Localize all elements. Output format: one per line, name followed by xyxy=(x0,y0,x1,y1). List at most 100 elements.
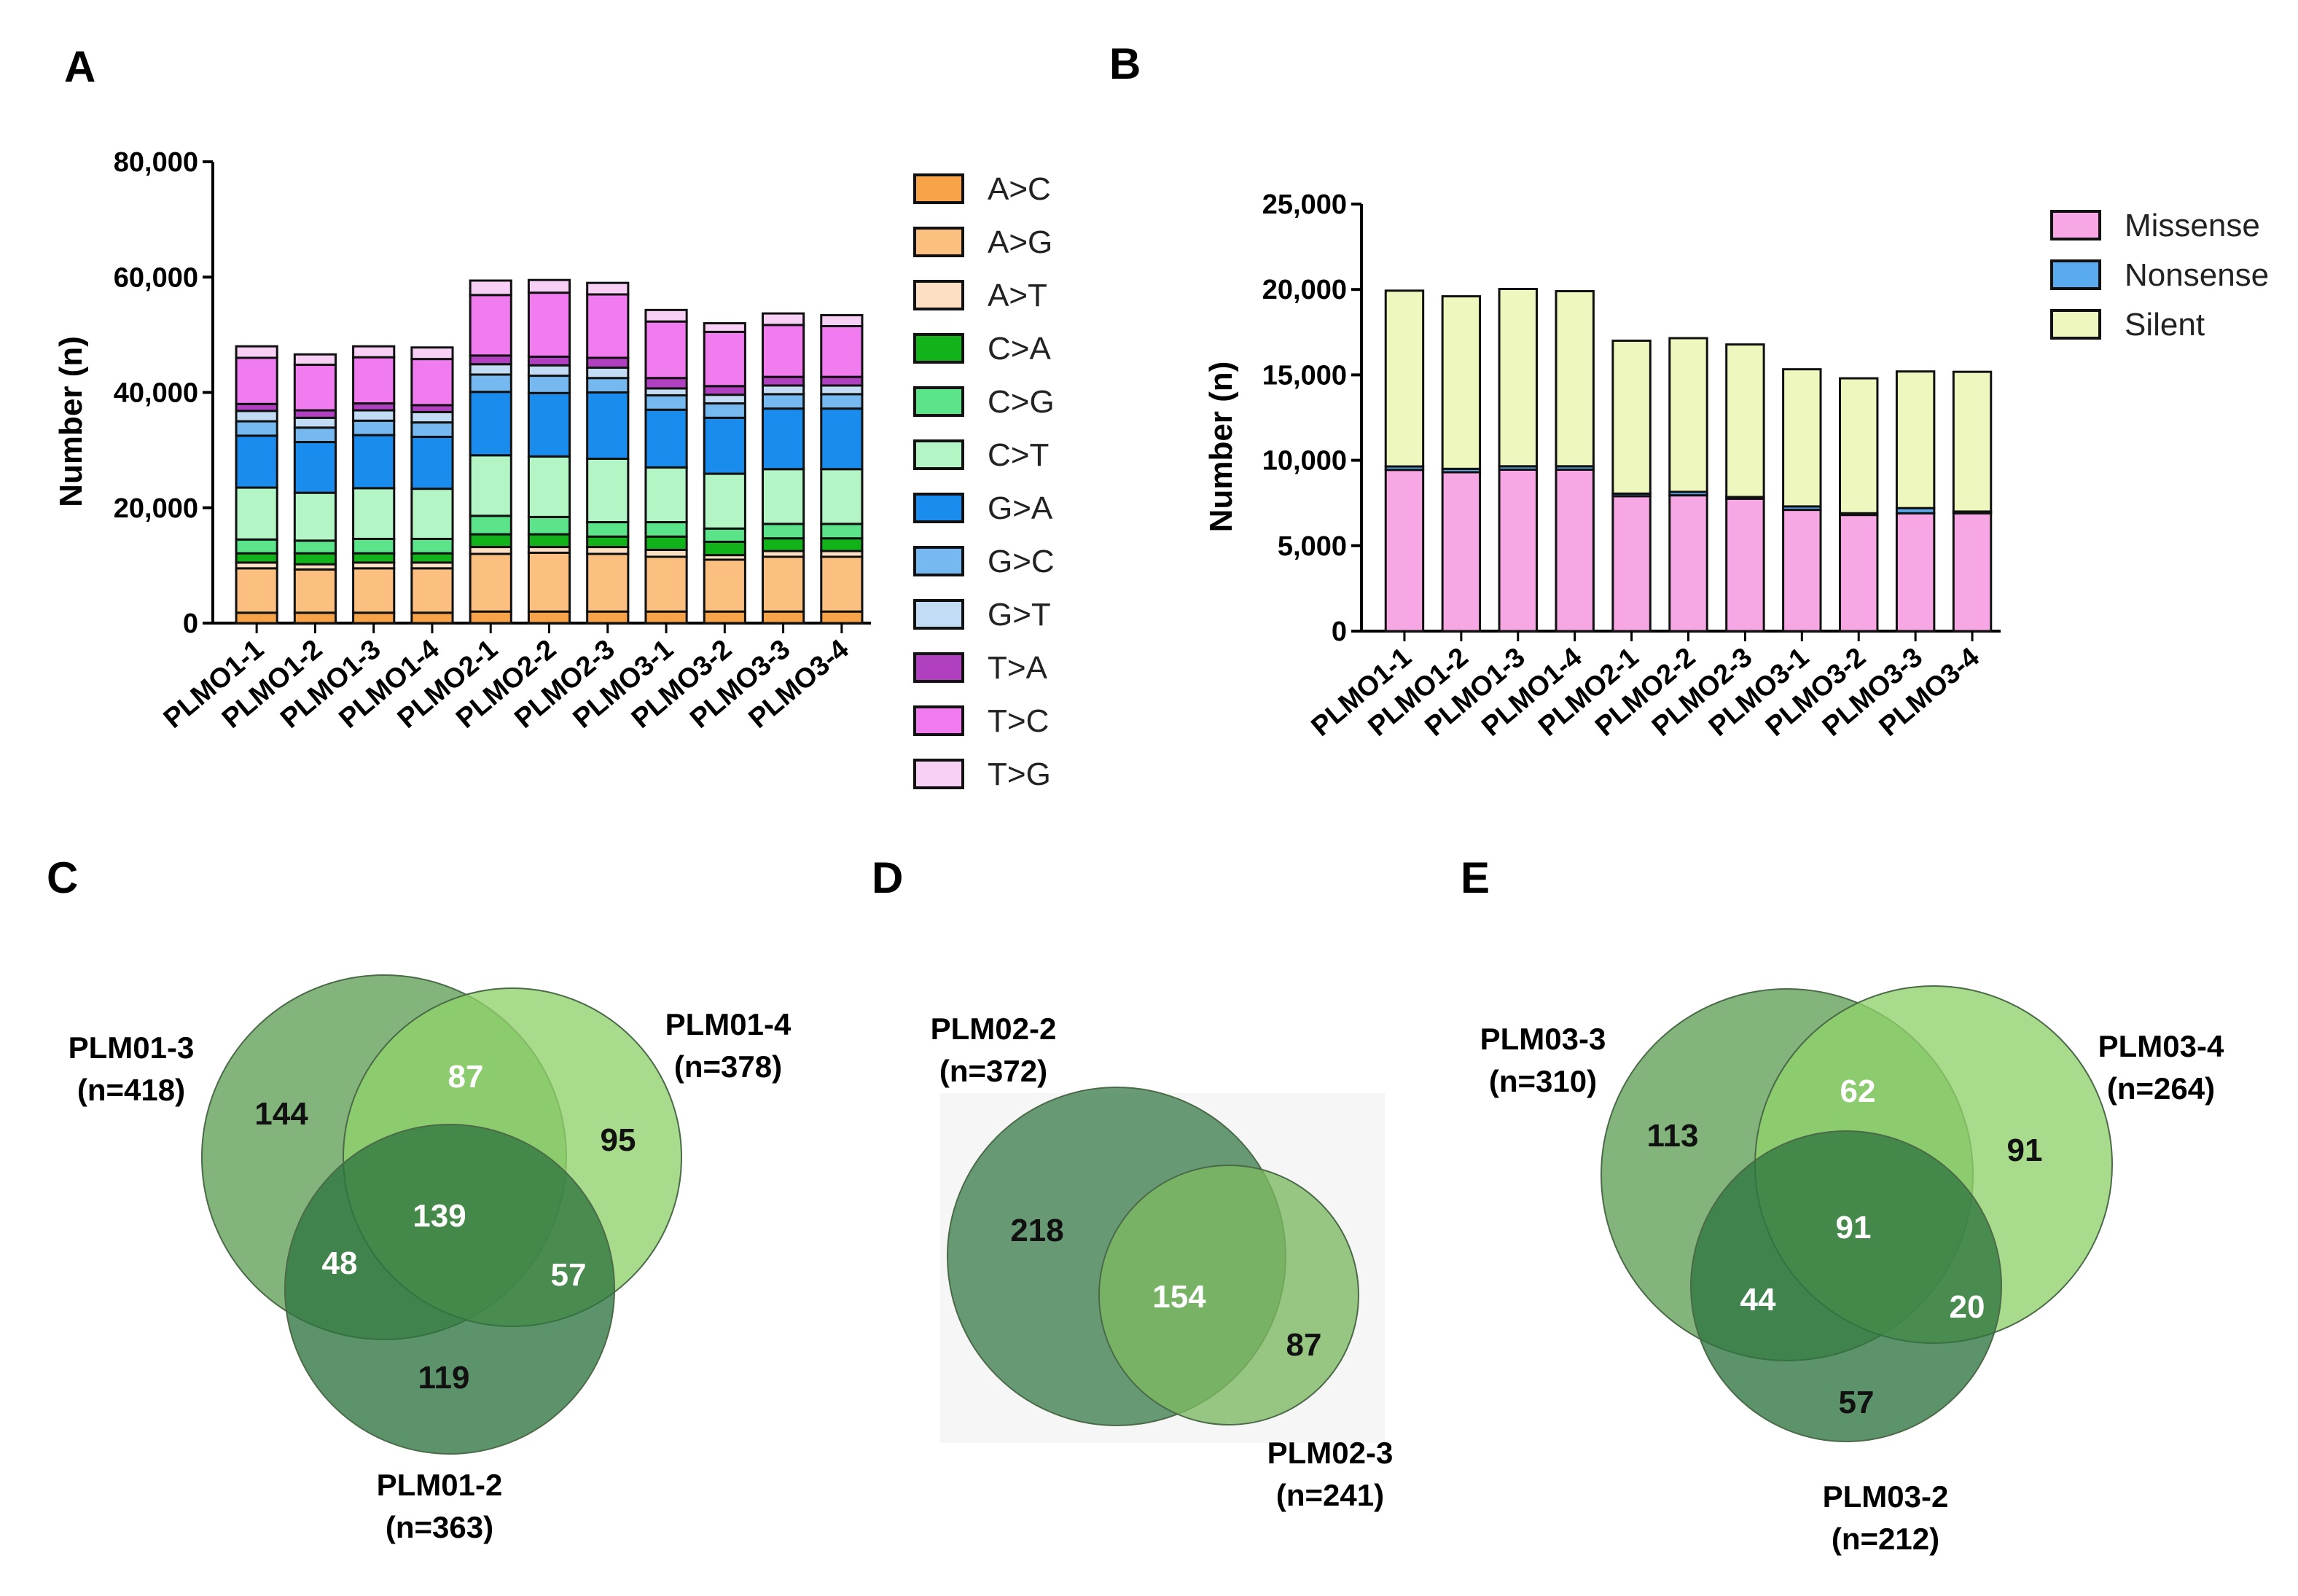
legend-label: T>C xyxy=(988,703,1049,739)
legend-swatch xyxy=(2050,210,2101,240)
bar-segment-gtot xyxy=(235,410,278,423)
venn-region-count: 91 xyxy=(2007,1133,2043,1168)
bar-segment-atoc xyxy=(703,610,746,625)
legend-label: T>A xyxy=(988,650,1048,686)
bar-segment-ctot xyxy=(586,457,630,524)
bar-segment-ttoc xyxy=(527,292,571,358)
bar-segment-ctoa xyxy=(820,537,864,552)
bar-segment-ctog xyxy=(469,515,512,536)
bar-segment-atog xyxy=(352,567,396,614)
bar-segment-gtoc xyxy=(761,393,805,410)
legend-swatch xyxy=(913,705,964,736)
legend-label: C>T xyxy=(988,437,1049,473)
legend-swatch xyxy=(913,652,964,683)
bar-segment-ctog xyxy=(820,523,864,540)
bar-segment-ctot xyxy=(235,486,278,541)
bar-segment-silent xyxy=(1441,295,1482,470)
bar-segment-ctot xyxy=(703,472,746,530)
legend-swatch xyxy=(913,546,964,576)
bar-segment-gtoc xyxy=(410,421,454,438)
bar-segment-missense xyxy=(1668,494,1708,633)
bar-segment-gtot xyxy=(293,416,337,429)
bar-segment-ttoc xyxy=(761,324,805,378)
bar-segment-gtoa xyxy=(352,434,396,490)
legend-swatch xyxy=(913,227,964,257)
venn-region-count: 154 xyxy=(1152,1279,1206,1315)
bar-segment-gtoc xyxy=(352,419,396,437)
y-tick-label: 60,000 xyxy=(114,262,198,293)
panel-label-a: A xyxy=(64,42,95,91)
bar-segment-missense xyxy=(1952,512,1993,633)
bar-segment-missense xyxy=(1725,497,1765,633)
bar-segment-silent xyxy=(1668,337,1708,493)
bar-segment-ctoa xyxy=(410,552,454,564)
bar-segment-ctoa xyxy=(352,552,396,564)
bar-segment-ctog xyxy=(644,521,688,538)
bar-segment-gtot xyxy=(820,384,864,396)
bar-segment-atoc xyxy=(761,610,805,625)
y-tick-label: 20,000 xyxy=(1262,275,1347,305)
y-tick-label: 15,000 xyxy=(1262,360,1347,391)
bar-segment-ctot xyxy=(352,487,396,540)
bar-segment-atoc xyxy=(527,610,571,625)
legend-swatch xyxy=(913,173,964,204)
bar-segment-gtoc xyxy=(586,377,630,394)
venn-region-count: 62 xyxy=(1840,1073,1876,1109)
bar-segment-atoc xyxy=(469,610,512,625)
venn-c: PLM01-3 (n=418) PLM01-4 (n=378) PLM01-2 (n=36… xyxy=(69,974,792,1544)
bar-segment-ttog xyxy=(586,281,630,296)
venn-region-count: 91 xyxy=(1836,1210,1872,1245)
bar-segment-ctog xyxy=(410,537,454,555)
bar-segment-gtoa xyxy=(235,434,278,489)
venn-region-count: 144 xyxy=(254,1096,308,1132)
venn-set-count: (n=372) xyxy=(939,1054,1047,1088)
bar-segment-missense xyxy=(1782,509,1822,633)
bar-segment-missense xyxy=(1611,495,1652,633)
bar-segment-gtoa xyxy=(410,435,454,490)
bar-segment-missense xyxy=(1498,468,1538,633)
bar-segment-silent xyxy=(1895,370,1936,509)
legend-label: C>A xyxy=(988,331,1051,367)
bar-segment-gtot xyxy=(586,366,630,380)
bar-segment-gtoa xyxy=(761,407,805,471)
legend-label: G>A xyxy=(988,490,1053,526)
venn-set-name: PLM03-3 xyxy=(1480,1022,1606,1056)
bar-segment-ctot xyxy=(469,454,512,517)
bar-segment-ttoc xyxy=(352,356,396,405)
venn-region-count: 48 xyxy=(322,1245,358,1281)
bar-segment-gtoc xyxy=(527,375,571,394)
bar-segment-ctot xyxy=(293,491,337,542)
y-tick-label: 40,000 xyxy=(114,378,198,409)
bar-segment-atog xyxy=(410,567,454,614)
y-tick-label: 80,000 xyxy=(114,147,198,178)
legend-swatch xyxy=(913,386,964,417)
venn-set-count: (n=418) xyxy=(77,1073,185,1107)
legend-swatch xyxy=(913,493,964,523)
bar-segment-gtoa xyxy=(469,391,512,457)
bar-segment-ctoa xyxy=(703,540,746,557)
bar-segment-gtoc xyxy=(235,420,278,437)
legend-label: G>T xyxy=(988,597,1051,633)
bar-segment-ttog xyxy=(820,313,864,328)
bar-segment-ctot xyxy=(527,455,571,518)
venn-set-name: PLM02-3 xyxy=(1267,1436,1394,1470)
venn-region-count: 87 xyxy=(448,1059,484,1095)
bar-segment-gtot xyxy=(352,409,396,422)
y-tick-label: 20,000 xyxy=(114,493,198,524)
bar-segment-ttog xyxy=(644,308,688,323)
venn-region-count: 57 xyxy=(551,1257,587,1293)
bar-segment-ctot xyxy=(410,488,454,540)
bar-segment-gtot xyxy=(703,394,746,405)
bar-segment-gtot xyxy=(527,364,571,378)
venn-set-name: PLM01-4 xyxy=(665,1007,792,1041)
bar-segment-gtoa xyxy=(820,407,864,471)
bar-segment-gtoc xyxy=(469,373,512,394)
legend-swatch xyxy=(2050,259,2101,290)
venn-region-count: 113 xyxy=(1647,1118,1699,1154)
venn-region-count: 20 xyxy=(1950,1289,1985,1325)
bar-segment-ttog xyxy=(235,345,278,359)
bar-segment-missense xyxy=(1441,471,1482,633)
y-axis-label: Number (n) xyxy=(53,336,89,507)
bar-segment-ctoa xyxy=(586,535,630,549)
